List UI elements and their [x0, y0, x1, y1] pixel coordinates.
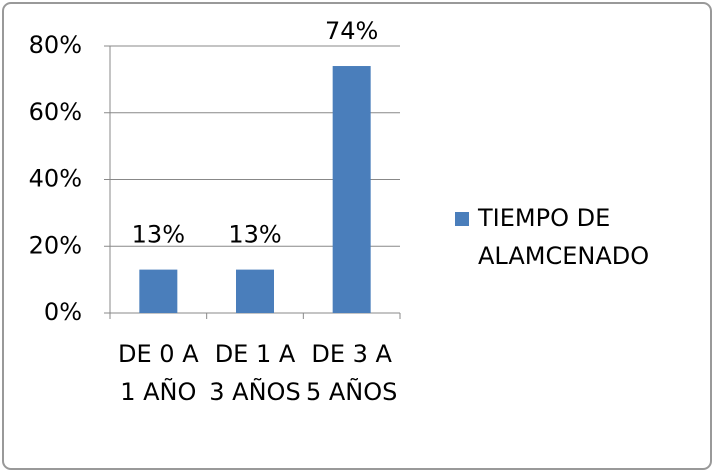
data-label: 13% — [132, 221, 185, 249]
bar — [332, 66, 371, 314]
x-tick-label: DE 1 A 3 AÑOS — [209, 340, 301, 406]
bar — [236, 269, 274, 313]
data-label: 13% — [228, 221, 281, 249]
legend-label: TIEMPO DE ALAMCENADO — [478, 204, 650, 270]
legend-swatch — [455, 212, 469, 226]
y-tick-label: 40% — [29, 165, 82, 193]
x-tick-label: DE 3 A 5 AÑOS — [305, 340, 398, 406]
y-tick-label: 0% — [44, 298, 82, 326]
y-tick-label: 80% — [29, 31, 82, 59]
x-tick-label: DE 0 A 1 AÑO — [118, 340, 199, 406]
data-label: 74% — [325, 17, 378, 45]
y-tick-label: 60% — [29, 98, 82, 126]
y-tick-label: 20% — [29, 231, 82, 259]
bar — [139, 269, 178, 313]
